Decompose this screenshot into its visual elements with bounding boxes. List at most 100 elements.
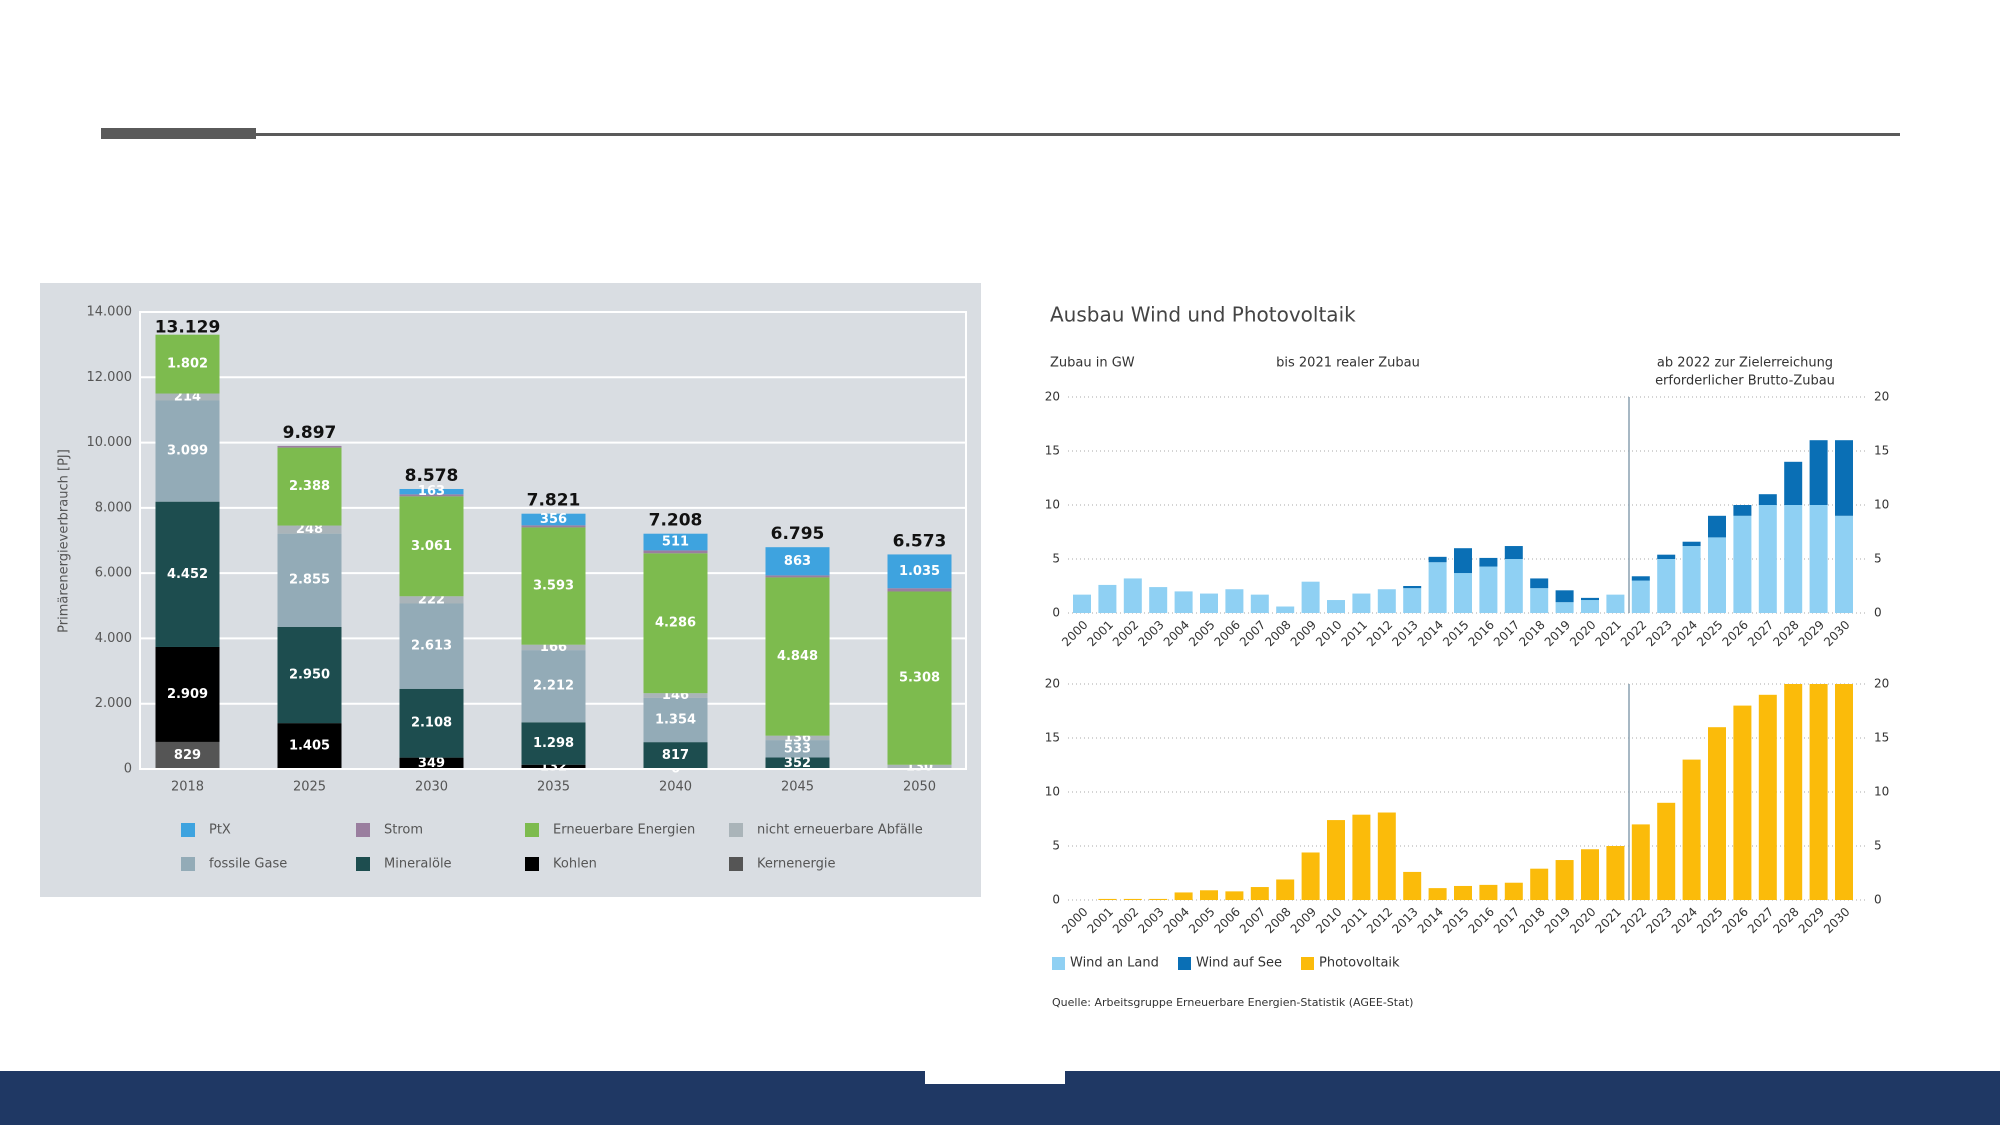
- legend-label: Mineralöle: [384, 857, 452, 872]
- y2-tick-label: 10: [1874, 498, 1889, 512]
- x-tick-label: 2018: [171, 780, 204, 795]
- legend-swatch: [181, 823, 195, 837]
- total-label: 6.795: [771, 524, 825, 544]
- x-tick-label: 2009: [1288, 618, 1319, 649]
- bar-segment: [1809, 505, 1828, 613]
- bar-segment: [765, 575, 830, 578]
- data-label: 2.855: [289, 573, 330, 588]
- bar-segment: [1250, 594, 1269, 613]
- x-tick-label: 2017: [1491, 618, 1522, 649]
- bar-segment: [1352, 814, 1371, 900]
- total-label: 9.897: [283, 423, 337, 443]
- bar-segment: [277, 626, 342, 724]
- data-label: 1.405: [289, 739, 330, 754]
- legend-label: PtX: [209, 823, 231, 838]
- x-tick-label: 2004: [1161, 618, 1192, 649]
- bar-segment: [1784, 505, 1803, 613]
- y2-tick-label: 20: [1874, 677, 1889, 691]
- bar-segment: [643, 697, 708, 743]
- bar-segment: [155, 393, 220, 401]
- legend-swatch: [729, 857, 743, 871]
- x-tick-label: 2012: [1364, 905, 1395, 936]
- bar-segment: [643, 553, 708, 694]
- bar-segment: [1504, 546, 1523, 559]
- bar-segment: [1301, 581, 1320, 613]
- x-tick-label: 2020: [1567, 905, 1598, 936]
- bar-segment: [1504, 882, 1523, 900]
- bar-segment: [1479, 557, 1498, 567]
- bar-segment: [887, 591, 952, 765]
- bar-segment: [1733, 705, 1752, 900]
- x-tick-label: 2018: [1516, 618, 1547, 649]
- bar-segment: [1479, 566, 1498, 613]
- y-tick-label: 2.000: [95, 696, 132, 711]
- total-label: 7.208: [649, 511, 703, 531]
- legend-swatch: [356, 857, 370, 871]
- bar-segment: [1454, 548, 1472, 574]
- y2-tick-label: 5: [1874, 552, 1882, 566]
- legend-swatch: [1052, 957, 1065, 970]
- bar-segment: [1073, 594, 1091, 613]
- y-tick-label: 15: [1045, 444, 1060, 458]
- bar-segment: [1530, 578, 1549, 589]
- y-tick-label: 12.000: [87, 370, 133, 385]
- data-label: 2.909: [167, 687, 208, 702]
- bar-segment: [1581, 849, 1599, 900]
- annotation: bis 2021 realer Zubau: [1276, 356, 1420, 371]
- x-tick-label: 2002: [1110, 618, 1141, 649]
- legend-swatch: [729, 823, 743, 837]
- bar-segment: [887, 554, 952, 589]
- bar-segment: [1682, 546, 1701, 613]
- x-tick-label: 2045: [781, 780, 814, 795]
- y-tick-label: 5: [1052, 552, 1060, 566]
- bar-segment: [1657, 559, 1676, 613]
- y-tick-label: 0: [1052, 893, 1060, 907]
- data-label: 2.108: [411, 716, 452, 731]
- x-tick-label: 2012: [1364, 618, 1395, 649]
- x-tick-label: 2008: [1262, 905, 1293, 936]
- bar-segment: [1276, 879, 1295, 900]
- data-label: 3.099: [167, 444, 208, 459]
- bar-segment: [887, 764, 952, 769]
- legend-swatch: [525, 857, 539, 871]
- bar-segment: [1301, 852, 1320, 900]
- plot-frame: [139, 311, 967, 770]
- x-tick-label: 2014: [1415, 905, 1446, 936]
- legend-swatch: [181, 857, 195, 871]
- bar-segment: [765, 757, 830, 769]
- y-tick-label: 8.000: [95, 500, 132, 515]
- y-tick-label: 15: [1045, 731, 1060, 745]
- x-tick-label: 2010: [1313, 618, 1344, 649]
- x-tick-label: 2026: [1719, 905, 1750, 936]
- data-label: 3.593: [533, 579, 574, 594]
- x-tick-label: 2016: [1465, 905, 1496, 936]
- bar-segment: [765, 735, 830, 741]
- bar-segment: [1631, 580, 1650, 613]
- bar-segment: [1758, 694, 1777, 900]
- data-label: 2.950: [289, 667, 330, 682]
- x-tick-label: 2040: [659, 780, 692, 795]
- bar-segment: [155, 741, 220, 769]
- bar-segment: [1250, 887, 1269, 900]
- x-tick-label: 2022: [1618, 905, 1649, 936]
- bar-segment: [277, 445, 342, 448]
- x-tick-label: 2023: [1643, 618, 1674, 649]
- bar-segment: [643, 550, 708, 554]
- bar-segment: [1606, 594, 1625, 613]
- y-tick-label: 20: [1045, 677, 1060, 691]
- bar-segment: [1657, 802, 1676, 900]
- bar-segment: [1174, 591, 1193, 613]
- y2-tick-label: 5: [1874, 839, 1882, 853]
- bar-segment: [1149, 898, 1168, 900]
- bar-segment: [643, 742, 708, 769]
- bar-segment: [1835, 515, 1853, 613]
- legend-label: Kernenergie: [757, 857, 835, 872]
- x-tick-label: 2006: [1211, 905, 1242, 936]
- bar-segment: [1631, 576, 1650, 581]
- x-tick-label: 2014: [1415, 618, 1446, 649]
- bar-segment: [1758, 494, 1777, 505]
- bar-segment: [887, 588, 952, 592]
- y-tick-label: 6.000: [95, 566, 132, 581]
